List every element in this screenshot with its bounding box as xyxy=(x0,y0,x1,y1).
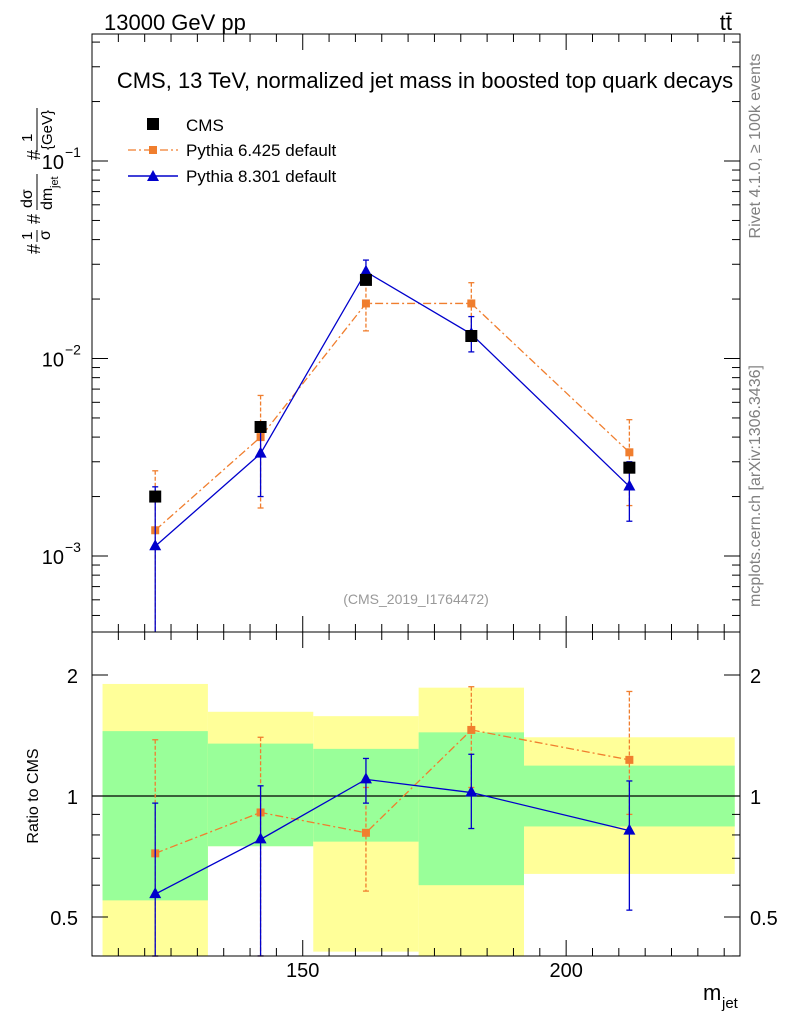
data-point xyxy=(467,299,476,308)
legend: CMS Pythia 6.425 default Pythia 8.301 de… xyxy=(128,116,337,186)
svg-text:jet: jet xyxy=(721,995,739,1012)
legend-label-pythia6: Pythia 6.425 default xyxy=(186,141,337,160)
svg-text:10: 10 xyxy=(42,547,64,569)
data-point xyxy=(149,490,162,503)
rivet-label: Rivet 4.1.0, ≥ 100k events xyxy=(747,54,764,239)
ratio-point xyxy=(623,823,636,835)
x-axis-label: m jet xyxy=(703,980,739,1012)
data-point xyxy=(254,420,267,433)
ratio-y-tick-label: 0.5 xyxy=(50,908,78,930)
data-point xyxy=(149,539,162,551)
ratio-point xyxy=(625,755,634,764)
header-process: tt̄ xyxy=(720,10,732,35)
ratio-panel: 0.5 0.5 1 1 2 2 150 200 Ratio to CMS m jet xyxy=(25,631,778,1012)
ratio-bands xyxy=(102,683,735,956)
ratio-point xyxy=(149,887,162,899)
legend-marker-pythia6 xyxy=(149,146,157,154)
data-point xyxy=(359,264,372,276)
data-point xyxy=(359,273,372,286)
series-2 xyxy=(149,259,636,632)
ratio-tick-labels: 0.5 0.5 1 1 2 2 150 200 xyxy=(50,666,778,982)
main-axis-ticks xyxy=(91,34,740,632)
ratio-point xyxy=(361,828,370,837)
main-y-tick-labels: 10−310−210−1 xyxy=(42,144,81,569)
ratio-y-axis-label: Ratio to CMS xyxy=(25,748,42,843)
svg-text:{GeV}: {GeV} xyxy=(39,110,56,150)
header-energy: 13000 GeV pp xyxy=(104,10,246,35)
data-point xyxy=(254,446,267,458)
ratio-axis-ticks xyxy=(91,632,740,957)
svg-text:10: 10 xyxy=(42,350,64,372)
ratio-y-tick-label-right: 0.5 xyxy=(750,908,778,930)
data-point xyxy=(465,329,478,342)
source-label: mcplots.cern.ch [arXiv:1306.3436] xyxy=(747,365,764,607)
series-1 xyxy=(151,280,634,632)
main-y-tick-label: 10 −3 xyxy=(42,539,81,569)
svg-text:dσ: dσ xyxy=(19,189,36,208)
svg-text:#: # xyxy=(24,214,44,224)
ratio-y-tick-label: 1 xyxy=(67,787,78,809)
ratio-series xyxy=(149,686,636,957)
ratio-y-tick-label-right: 2 xyxy=(750,666,761,688)
main-y-tick-label: 10 −1 xyxy=(42,144,81,174)
series-line xyxy=(154,302,630,531)
data-point xyxy=(623,479,636,491)
svg-text:m: m xyxy=(703,980,721,1005)
chart-title: CMS, 13 TeV, normalized jet mass in boos… xyxy=(117,68,733,93)
ratio-point xyxy=(359,772,372,784)
data-point xyxy=(361,299,370,308)
svg-text:#: # xyxy=(24,244,44,254)
legend-marker-pythia8 xyxy=(147,170,159,181)
ratio-point xyxy=(467,725,476,734)
legend-label-cms: CMS xyxy=(186,116,224,135)
watermark: (CMS_2019_I1764472) xyxy=(343,591,489,607)
ratio-frame xyxy=(91,631,741,957)
svg-text:σ: σ xyxy=(37,230,54,240)
ratio-point xyxy=(465,785,478,797)
svg-text:10: 10 xyxy=(42,152,64,174)
ratio-series-1 xyxy=(149,753,636,957)
data-point xyxy=(625,448,634,457)
x-tick-label: 200 xyxy=(549,960,582,982)
ratio-y-tick-label: 2 xyxy=(67,666,78,688)
ratio-y-tick-label-right: 1 xyxy=(750,787,761,809)
svg-text:dm: dm xyxy=(39,188,56,210)
svg-text:1: 1 xyxy=(19,134,36,142)
svg-text:1: 1 xyxy=(19,232,36,240)
series-line xyxy=(154,270,630,547)
series-cms xyxy=(149,273,636,503)
svg-text:jet: jet xyxy=(49,176,61,189)
x-tick-label: 150 xyxy=(286,960,319,982)
svg-text:#: # xyxy=(24,150,44,160)
svg-text:−2: −2 xyxy=(65,342,81,358)
main-series xyxy=(149,259,636,632)
svg-text:−1: −1 xyxy=(65,144,81,160)
legend-marker-cms xyxy=(147,118,159,130)
data-point xyxy=(623,461,636,474)
svg-text:−3: −3 xyxy=(65,539,81,555)
main-y-tick-label: 10 −2 xyxy=(42,342,81,372)
legend-label-pythia8: Pythia 8.301 default xyxy=(186,167,337,186)
ratio-point xyxy=(254,832,267,844)
main-panel: 10−310−210−1 CMS, 13 TeV, normalized jet… xyxy=(19,33,741,633)
